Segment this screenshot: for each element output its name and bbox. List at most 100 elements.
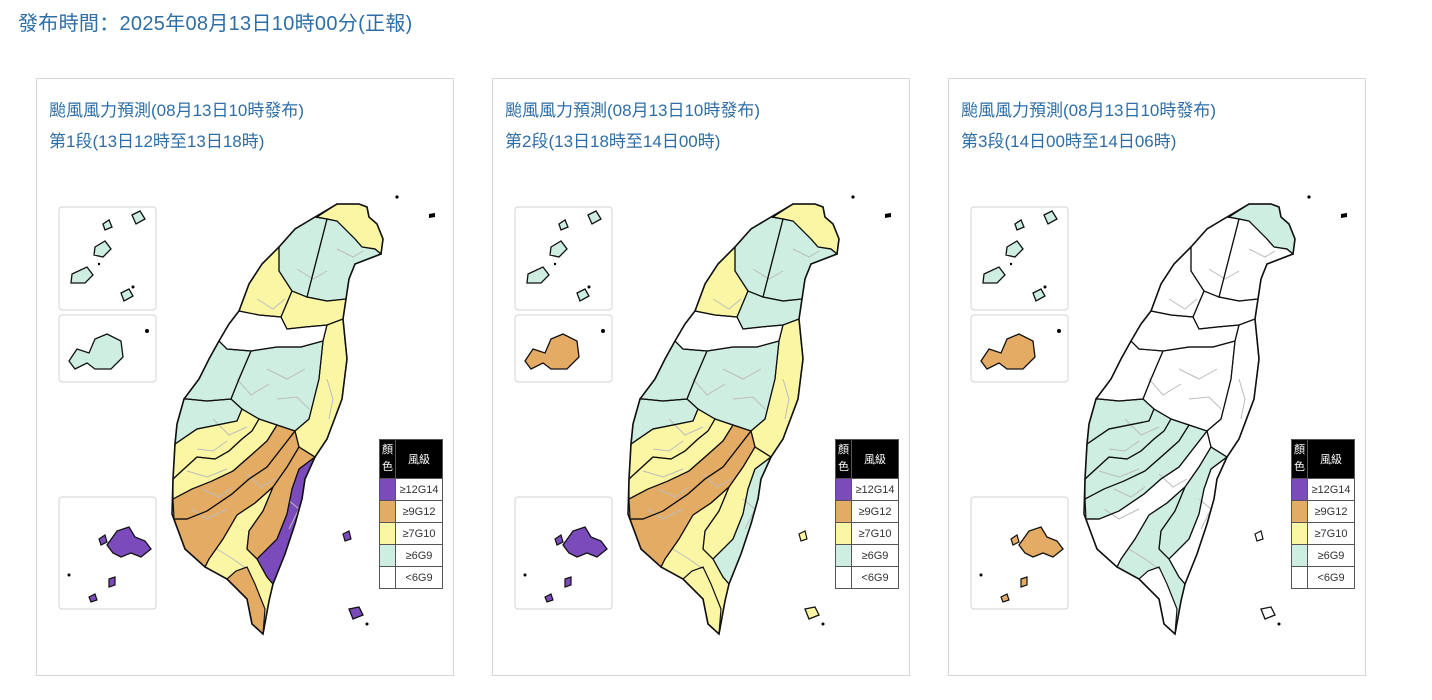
county-region [629,419,733,499]
county-region [247,447,315,559]
county-region [174,431,299,567]
legend-row: ≥7G10 [1291,522,1355,545]
county-region [307,219,381,301]
forecast-panel-2: 颱風風力預測(08月13日10時發布) 第2段(13日18時至14日00時) 顏… [492,78,910,676]
legend-swatch [1291,566,1308,589]
panel-title-line2: 第2段(13日18時至14日00時) [505,132,721,151]
penghu-islands [980,329,1061,370]
legend-swatch [835,500,852,523]
matsu-islands [982,210,1058,302]
legend-row: ≥7G10 [835,522,899,545]
forecast-panel-3: 颱風風力預測(08月13日10時發布) 第3段(14日00時至14日06時) 顏… [948,78,1366,676]
legend-header-level: 風級 [395,439,443,479]
legend-label: ≥7G10 [1307,522,1355,545]
legend-swatch [379,478,396,501]
kinmen-islands [979,526,1064,603]
legend-swatch [379,544,396,567]
county-region [1159,447,1227,559]
taiwan-main-island [1083,203,1296,636]
kinmen-inset [514,496,613,610]
matsu-inset [970,206,1069,311]
county-region [1086,431,1211,567]
legend-swatch [1291,522,1308,545]
legend-label: ≥7G10 [851,522,899,545]
legend-swatch [835,566,852,589]
county-region [687,341,779,431]
county-region [279,217,327,297]
county-region [219,311,327,351]
kinmen-islands [523,526,608,603]
wind-forecast-map[interactable] [493,79,911,677]
county-region [703,447,771,559]
county-region [773,204,839,254]
kinmen-inset [58,496,157,610]
legend-label: ≥9G12 [1307,500,1355,523]
county-region [173,419,277,499]
county-region [175,399,242,444]
county-region [1229,204,1295,254]
county-region [683,567,721,634]
county-region [675,311,783,351]
legend-label: <6G9 [851,566,899,589]
matsu-islands [70,210,146,302]
panel-title: 颱風風力預測(08月13日10時發布) 第3段(14日00時至14日06時) [961,95,1216,157]
county-region [1085,425,1207,519]
legend-label: ≥6G9 [395,544,443,567]
orchid-island [342,530,369,626]
county-region [629,409,715,479]
legend-row: ≥9G12 [835,500,899,523]
wind-forecast-map[interactable] [949,79,1367,677]
legend-header-level: 風級 [851,439,899,479]
legend-label: ≥7G10 [395,522,443,545]
county-region [1143,341,1235,431]
legend-swatch [379,522,396,545]
wind-level-legend: 顏色風級 ≥12G14 ≥9G12 ≥7G10 ≥6G9 <6G9 [835,439,899,589]
legend-header-color: 顏色 [835,439,852,479]
county-region [640,341,707,401]
legend-row: ≥12G14 [1291,478,1355,501]
legend-swatch [379,500,396,523]
orchid-island [798,530,825,626]
legend-header-level: 風級 [1307,439,1355,479]
panel-title-line2: 第1段(13日12時至13日18時) [49,132,265,151]
legend-header-color: 顏色 [379,439,396,479]
legend-label: ≥6G9 [851,544,899,567]
county-region [629,425,751,519]
county-region [1085,419,1189,499]
county-region [1207,319,1259,457]
legend-row: <6G9 [1291,566,1355,589]
legend-label: ≥6G9 [1307,544,1355,567]
county-region [281,291,346,329]
county-region [257,457,315,584]
legend-swatch [1291,500,1308,523]
legend-row: ≥9G12 [379,500,443,523]
legend-swatch [1291,478,1308,501]
legend-row: ≥6G9 [379,544,443,567]
legend-row: ≥6G9 [835,544,899,567]
county-region [184,341,251,401]
panel-title-line2: 第3段(14日00時至14日06時) [961,132,1177,151]
panel-title: 颱風風力預測(08月13日10時發布) 第2段(13日18時至14日00時) [505,95,760,157]
panel-title-line1: 颱風風力預測(08月13日10時發布) [505,101,761,120]
county-region [227,567,265,634]
legend-row: ≥9G12 [1291,500,1355,523]
county-region [1085,409,1171,479]
penghu-islands [68,329,149,370]
county-region [1191,217,1239,297]
kinmen-islands [67,526,152,603]
legend-row: <6G9 [379,566,443,589]
legend-label: ≥9G12 [395,500,443,523]
county-region [1219,219,1293,301]
orchid-island [1254,530,1281,626]
county-region [1096,341,1163,401]
legend-swatch [835,522,852,545]
legend-swatch [835,544,852,567]
legend-header-color: 顏色 [1291,439,1308,479]
legend-swatch [835,478,852,501]
county-region [295,319,347,457]
panel-title-line1: 颱風風力預測(08月13日10時發布) [49,101,305,120]
wind-forecast-map[interactable] [37,79,455,677]
county-region [231,341,323,431]
matsu-inset [514,206,613,311]
legend-row: ≥12G14 [379,478,443,501]
